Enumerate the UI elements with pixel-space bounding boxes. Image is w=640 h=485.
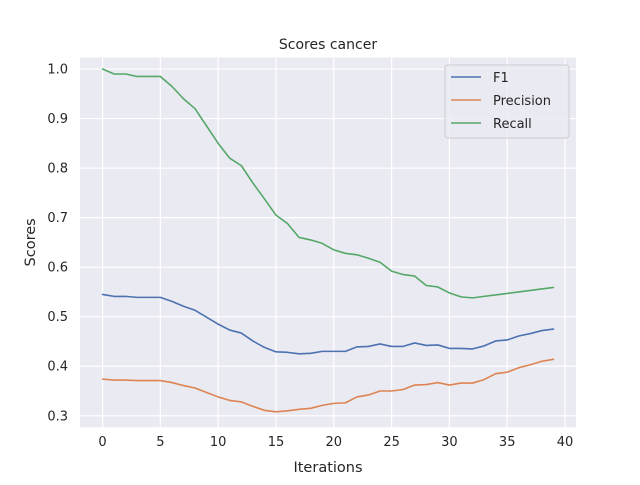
x-tick-label: 15 [268, 435, 285, 450]
legend-label: F1 [493, 71, 509, 86]
x-tick-label: 5 [156, 435, 164, 450]
x-tick-label: 25 [383, 435, 400, 450]
y-axis-label: Scores [23, 218, 39, 266]
x-tick-label: 10 [210, 435, 227, 450]
y-tick-label: 0.6 [47, 261, 68, 276]
legend: F1 Precision Recall [444, 64, 570, 139]
legend-box [444, 64, 570, 139]
y-tick-labels: 0.3 0.4 0.5 0.6 0.7 0.8 0.9 1.0 [47, 63, 68, 425]
x-tick-label: 35 [499, 435, 516, 450]
y-tick-label: 0.4 [47, 360, 68, 375]
series-line-recall [101, 68, 555, 299]
y-tick-label: 0.8 [47, 162, 68, 177]
y-tick-label: 0.5 [47, 310, 68, 325]
x-tick-label: 20 [326, 435, 343, 450]
y-tick-label: 1.0 [47, 63, 68, 78]
chart-title: Scores cancer [279, 37, 377, 53]
series-lines [101, 68, 555, 413]
y-tick-label: 0.7 [47, 211, 68, 226]
x-axis-label: Iterations [293, 460, 362, 476]
x-tick-labels: 0 5 10 15 20 25 30 35 40 [98, 435, 573, 450]
x-tick-label: 0 [98, 435, 106, 450]
series-line-f1 [101, 293, 555, 355]
series-line-precision [101, 358, 555, 413]
y-tick-label: 0.3 [47, 409, 68, 424]
x-tick-label: 40 [557, 435, 574, 450]
legend-label: Precision [493, 94, 551, 109]
legend-label: Recall [493, 117, 532, 132]
x-tick-label: 30 [441, 435, 458, 450]
y-tick-label: 0.9 [47, 112, 68, 127]
